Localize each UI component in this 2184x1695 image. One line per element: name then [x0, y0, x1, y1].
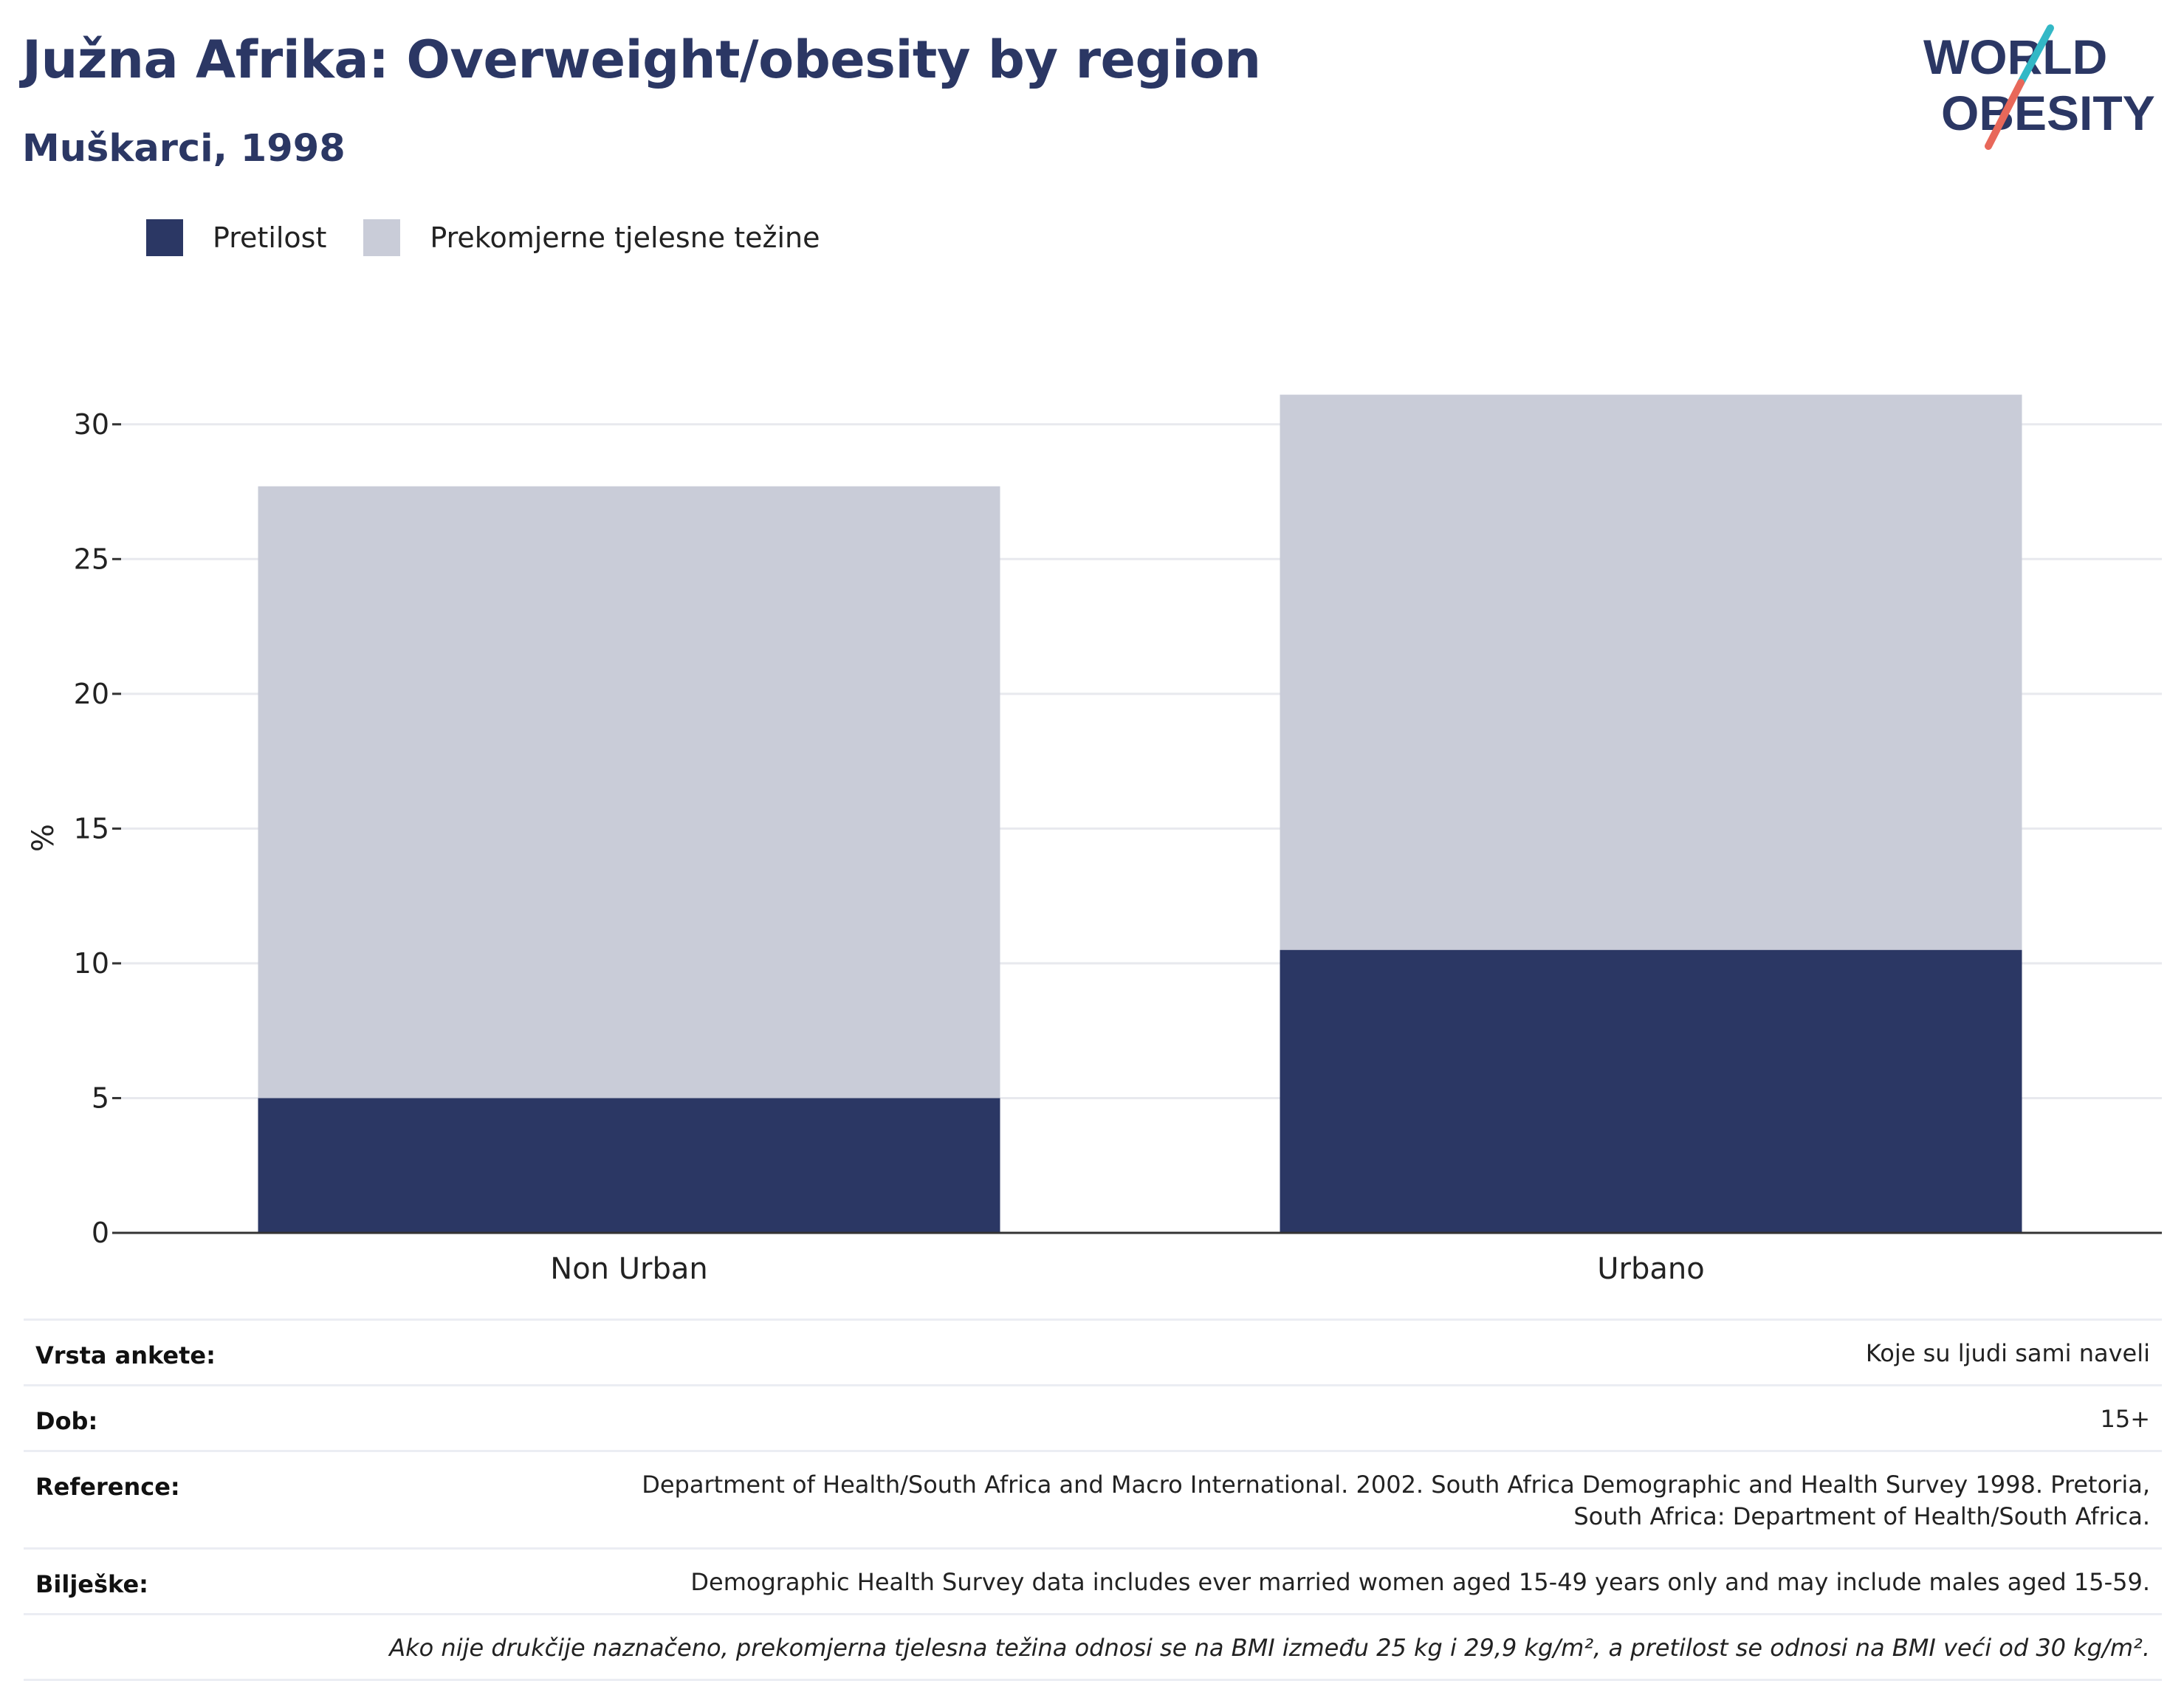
legend-swatch-overweight: [363, 219, 401, 256]
info-row-definition: Ako nije drukčije naznačeno, prekomjerna…: [24, 1615, 2162, 1681]
bmi-definition-note: Ako nije drukčije naznačeno, prekomjerna…: [389, 1634, 2150, 1662]
bars: [258, 394, 2022, 1233]
notes-label: Bilješke:: [35, 1570, 148, 1598]
legend-item-overweight[interactable]: Prekomjerne tjelesne težine: [363, 219, 820, 256]
bar-urbano-series-0: [1280, 949, 2022, 1233]
logo-slash-bottom: [1985, 79, 2025, 150]
y-axis-label: %: [27, 824, 61, 852]
logo-text-world: WORLD: [1923, 30, 2107, 84]
y-tick-label-10: 10: [74, 947, 109, 980]
survey-type-label: Vrsta ankete:: [35, 1341, 216, 1369]
y-tick-label-20: 20: [74, 678, 109, 710]
logo-text-obesity: OBESITY: [1941, 86, 2155, 140]
chart-legend: Pretilost Prekomjerne tjelesne težine: [146, 219, 857, 257]
age-label: Dob:: [35, 1407, 98, 1435]
reference-value: Department of Health/South Africa and Ma…: [642, 1471, 2150, 1530]
bar-urbano-series-1: [1280, 394, 2022, 950]
legend-label-obesity: Pretilost: [213, 221, 327, 254]
page-subtitle: Muškarci, 1998: [22, 127, 346, 171]
logo-slash-top: [2017, 24, 2054, 86]
info-row-reference: Reference: Department of Health/South Af…: [24, 1452, 2162, 1550]
y-tick-label-30: 30: [74, 408, 109, 441]
y-tick-label-25: 25: [74, 543, 109, 575]
bar-non-urban-series-1: [258, 486, 1000, 1099]
page-title: Južna Afrika: Overweight/obesity by regi…: [22, 30, 1261, 90]
bar-non-urban-series-0: [258, 1098, 1000, 1233]
notes-value: Demographic Health Survey data includes …: [690, 1568, 2150, 1596]
info-row-notes: Bilješke: Demographic Health Survey data…: [24, 1550, 2162, 1615]
y-tick-label-0: 0: [92, 1217, 109, 1249]
legend-swatch-obesity: [146, 219, 183, 256]
legend-item-obesity[interactable]: Pretilost: [146, 219, 326, 256]
info-table: Vrsta ankete: Koje su ljudi sami naveli …: [24, 1318, 2162, 1681]
x-tick-label-urbano: Urbano: [1597, 1252, 1704, 1286]
y-tick-label-5: 5: [92, 1082, 109, 1114]
bar-chart: 0 5 10 15 20 25 30% Non Urban Urbano: [27, 394, 2162, 1286]
legend-label-overweight: Prekomjerne tjelesne težine: [430, 221, 820, 254]
age-value: 15+: [2100, 1405, 2150, 1433]
x-tick-label-non-urban: Non Urban: [550, 1252, 707, 1286]
y-tick-label-15: 15: [74, 812, 109, 845]
survey-type-value: Koje su ljudi sami naveli: [1865, 1339, 2150, 1367]
reference-label: Reference:: [35, 1473, 180, 1501]
info-row-survey: Vrsta ankete: Koje su ljudi sami naveli: [24, 1321, 2162, 1386]
info-row-age: Dob: 15+: [24, 1386, 2162, 1452]
world-obesity-logo: WORLD OBESITY: [1923, 24, 2155, 150]
axes: 0 5 10 15 20 25 30% Non Urban Urbano: [27, 408, 2162, 1286]
